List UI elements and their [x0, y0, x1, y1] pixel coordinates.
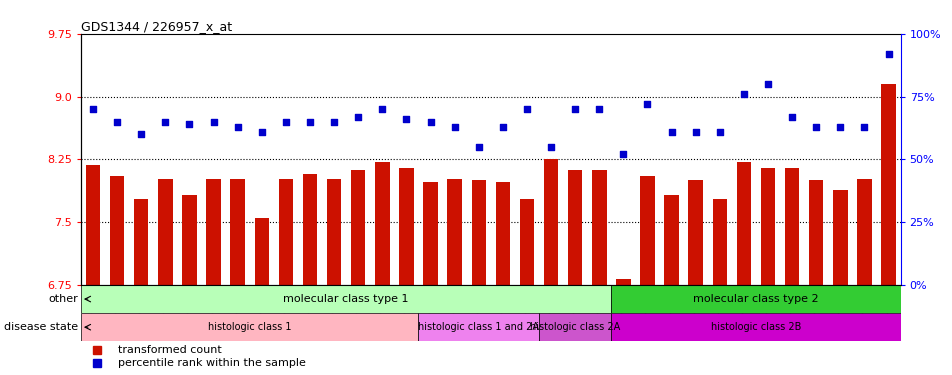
Bar [808, 180, 823, 285]
Bar [230, 178, 245, 285]
Bar [350, 170, 365, 285]
Point [302, 119, 317, 125]
Bar [207, 178, 221, 285]
Bar [81, 313, 418, 341]
Text: histologic class 1 and 2A: histologic class 1 and 2A [418, 322, 539, 332]
Point [880, 51, 895, 57]
Bar [418, 313, 539, 341]
Point [109, 119, 125, 125]
Point [591, 106, 606, 112]
Point [133, 131, 149, 137]
Bar [278, 178, 293, 285]
Bar [544, 159, 558, 285]
Point [783, 114, 799, 120]
Text: percentile rank within the sample: percentile rank within the sample [118, 358, 306, 368]
Bar [640, 176, 654, 285]
Point [446, 124, 462, 130]
Bar [446, 178, 462, 285]
Point [856, 124, 871, 130]
Point [615, 152, 630, 157]
Point [664, 129, 679, 135]
Bar [736, 162, 750, 285]
Point [711, 129, 726, 135]
Point [398, 116, 413, 122]
Bar [134, 199, 149, 285]
Bar [832, 190, 846, 285]
Point [158, 119, 173, 125]
Bar [81, 285, 610, 313]
Bar [856, 178, 871, 285]
Text: transformed count: transformed count [118, 345, 222, 355]
Point [543, 144, 558, 150]
Bar [182, 195, 196, 285]
Point [229, 124, 245, 130]
Text: histologic class 1: histologic class 1 [208, 322, 291, 332]
Bar [616, 279, 630, 285]
Point [278, 119, 293, 125]
Text: GDS1344 / 226957_x_at: GDS1344 / 226957_x_at [81, 20, 232, 33]
Text: histologic class 2B: histologic class 2B [710, 322, 801, 332]
Point [374, 106, 389, 112]
Bar [158, 178, 172, 285]
Bar [712, 199, 726, 285]
Point [807, 124, 823, 130]
Point [470, 144, 486, 150]
Text: other: other [49, 294, 78, 304]
Bar [784, 168, 799, 285]
Point [687, 129, 703, 135]
Bar [303, 174, 317, 285]
Bar [471, 180, 486, 285]
Bar [539, 313, 610, 341]
Point [832, 124, 847, 130]
Point [86, 106, 101, 112]
Point [639, 101, 654, 107]
Text: molecular class type 2: molecular class type 2 [692, 294, 818, 304]
Bar [519, 199, 534, 285]
Bar [399, 168, 413, 285]
Bar [327, 178, 341, 285]
Point [182, 121, 197, 127]
Point [736, 91, 751, 97]
Bar [423, 182, 437, 285]
Bar [610, 313, 900, 341]
Point [350, 114, 366, 120]
Point [327, 119, 342, 125]
Bar [687, 180, 703, 285]
Bar [610, 285, 900, 313]
Point [519, 106, 534, 112]
Point [760, 81, 775, 87]
Point [206, 119, 221, 125]
Text: molecular class type 1: molecular class type 1 [283, 294, 408, 304]
Text: histologic class 2A: histologic class 2A [529, 322, 620, 332]
Text: disease state: disease state [5, 322, 78, 332]
Bar [375, 162, 389, 285]
Bar [254, 218, 268, 285]
Point [567, 106, 583, 112]
Bar [567, 170, 582, 285]
Bar [881, 84, 895, 285]
Point [423, 119, 438, 125]
Point [254, 129, 269, 135]
Bar [760, 168, 774, 285]
Bar [664, 195, 678, 285]
Bar [591, 170, 605, 285]
Bar [495, 182, 509, 285]
Bar [86, 165, 100, 285]
Point [495, 124, 510, 130]
Bar [109, 176, 125, 285]
